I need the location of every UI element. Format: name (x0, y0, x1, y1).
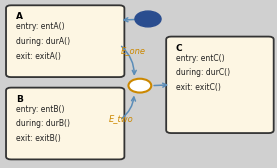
Circle shape (129, 79, 151, 93)
Text: entry: entC(): entry: entC() (176, 54, 225, 62)
FancyBboxPatch shape (6, 5, 124, 77)
Text: entry: entA(): entry: entA() (16, 22, 65, 31)
Text: A: A (16, 12, 23, 21)
Text: during: durB(): during: durB() (16, 119, 70, 128)
Text: during: durC(): during: durC() (176, 68, 230, 77)
FancyBboxPatch shape (6, 88, 124, 159)
FancyBboxPatch shape (166, 37, 274, 133)
Text: E_one: E_one (121, 47, 146, 56)
Text: entry: entB(): entry: entB() (16, 104, 64, 114)
Text: exit: exitB(): exit: exitB() (16, 134, 61, 143)
Text: during: durA(): during: durA() (16, 37, 70, 46)
Text: E_two: E_two (109, 114, 134, 123)
Text: exit: exitC(): exit: exitC() (176, 83, 221, 92)
Circle shape (135, 11, 161, 27)
Text: exit: exitA(): exit: exitA() (16, 52, 61, 61)
Text: C: C (176, 44, 183, 53)
Text: B: B (16, 95, 23, 104)
